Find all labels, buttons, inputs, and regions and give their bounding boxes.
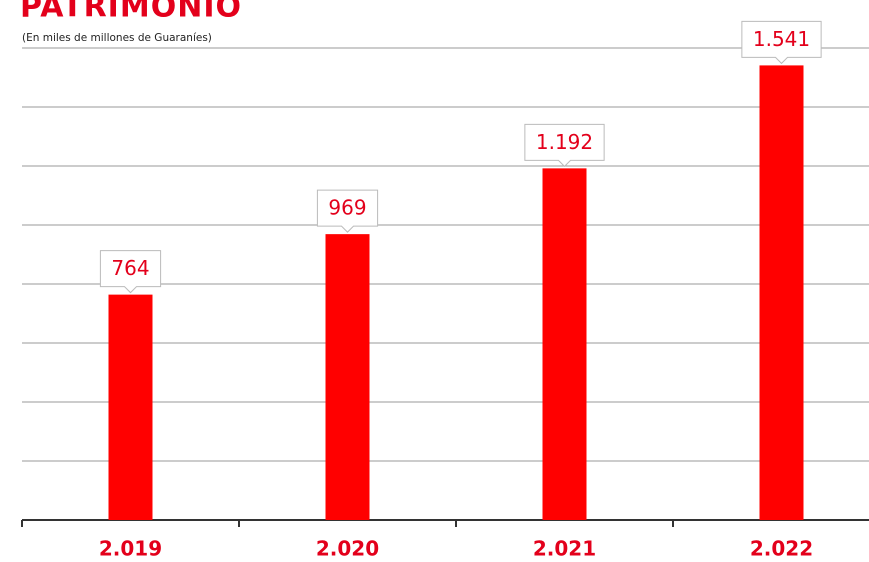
value-label-box (524, 123, 605, 168)
value-label: 969 (328, 196, 366, 220)
value-label: 1.541 (753, 27, 810, 51)
chart-title: PATRIMONIO (20, 0, 242, 25)
value-label: 764 (111, 256, 149, 280)
bar (325, 234, 370, 520)
value-label-box (99, 250, 162, 294)
x-tick-label: 2.021 (533, 537, 596, 561)
chart-subtitle: (En miles de millones de Guaraníes) (22, 32, 212, 44)
bar (759, 65, 804, 520)
value-label: 1.192 (536, 130, 593, 154)
value-label-box (741, 20, 822, 65)
bar (542, 168, 587, 521)
x-tick-label: 2.019 (99, 537, 162, 561)
bar (108, 294, 153, 520)
value-label-box (316, 189, 379, 233)
x-tick-label: 2.022 (750, 537, 813, 561)
x-tick-label: 2.020 (316, 537, 379, 561)
